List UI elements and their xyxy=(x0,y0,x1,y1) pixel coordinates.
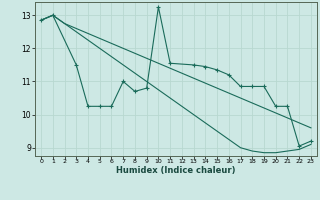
X-axis label: Humidex (Indice chaleur): Humidex (Indice chaleur) xyxy=(116,166,236,175)
